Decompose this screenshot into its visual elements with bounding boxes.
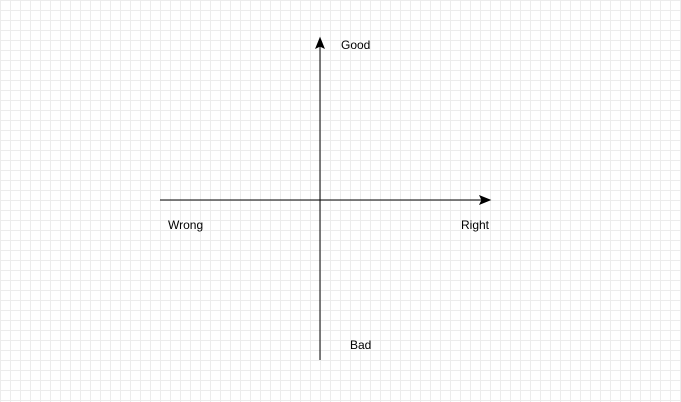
axis-label-good: Good	[341, 38, 371, 52]
axis-label-right: Right	[461, 218, 490, 232]
axis-label-bad: Bad	[350, 338, 372, 352]
vertical-axis-arrowhead	[315, 36, 325, 50]
axis-label-wrong: Wrong	[168, 218, 204, 232]
horizontal-axis-arrowhead	[478, 195, 492, 205]
